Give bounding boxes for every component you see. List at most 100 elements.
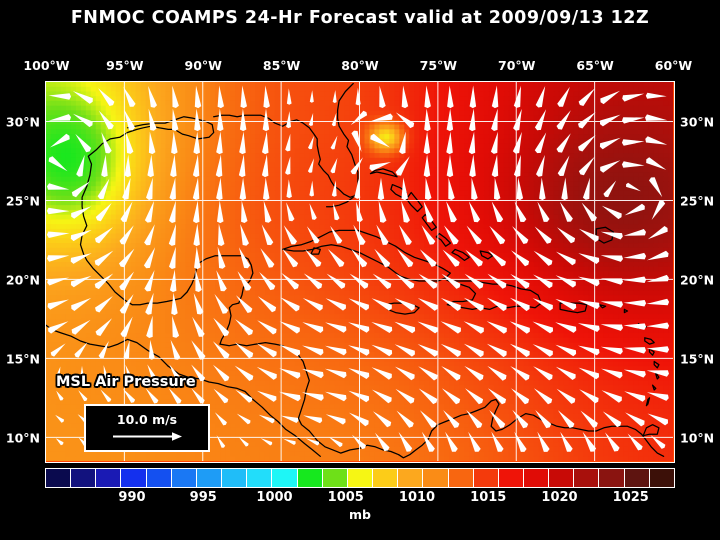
wind-vector-arrow-icon — [488, 388, 507, 405]
wind-vector-arrow-icon — [125, 131, 134, 154]
colorbar-swatch[interactable] — [347, 469, 374, 487]
colorbar-swatch[interactable] — [196, 469, 223, 487]
wind-vector-arrow-icon — [193, 200, 200, 224]
colorbar-swatch[interactable] — [398, 469, 424, 487]
wind-vector-arrow-icon — [279, 344, 301, 357]
colorbar-swatch[interactable] — [599, 469, 625, 487]
wind-vector-arrow-icon — [48, 321, 69, 334]
wind-vector-arrow-icon — [325, 345, 347, 356]
colorbar-swatch[interactable] — [247, 469, 273, 487]
colorbar-swatch[interactable] — [46, 469, 72, 487]
wind-vector-arrow-icon — [148, 85, 157, 108]
wind-vector-arrow-icon — [235, 389, 253, 403]
wind-vector-arrow-icon — [350, 157, 363, 175]
wind-vector-arrow-icon — [71, 181, 91, 198]
wind-vector-arrow-icon — [191, 340, 206, 360]
wind-vector-arrow-icon — [468, 431, 481, 452]
wind-vector-arrow-icon — [419, 249, 437, 267]
colorbar-swatch[interactable] — [96, 469, 122, 487]
wind-vector-arrow-icon — [349, 273, 369, 289]
wind-vector-arrow-icon — [487, 273, 507, 289]
colorbar-tick-label: 1025 — [612, 490, 649, 505]
wind-vector-arrow-icon — [351, 130, 362, 152]
wind-vector-arrow-icon — [401, 200, 410, 223]
wind-vector-arrow-icon — [194, 246, 201, 270]
wind-vector-arrow-icon — [237, 271, 252, 291]
wind-vector-arrow-icon — [512, 226, 529, 244]
wind-vector-arrow-icon — [305, 438, 320, 446]
wind-vector-arrow-icon — [443, 410, 460, 428]
wind-vector-arrow-icon — [557, 155, 570, 176]
colorbar-tick-label: 1000 — [256, 490, 293, 505]
wind-vector-arrow-icon — [263, 200, 272, 223]
colorbar-units-label: mb — [349, 507, 371, 522]
lon-tick-label: 90°W — [184, 58, 222, 73]
wind-vector-arrow-icon — [647, 250, 669, 261]
wind-vector-arrow-icon — [100, 389, 112, 402]
colorbar-swatch[interactable] — [373, 469, 399, 487]
wind-scale-legend: 10.0 m/s — [84, 404, 210, 452]
wind-vector-arrow-icon — [537, 201, 550, 222]
colorbar-swatch[interactable] — [171, 469, 197, 487]
wind-vector-arrow-icon — [370, 133, 390, 148]
wind-vector-arrow-icon — [374, 248, 391, 268]
wind-vector-arrow-icon — [239, 177, 247, 201]
wind-vector-arrow-icon — [144, 270, 155, 292]
wind-vector-arrow-icon — [218, 223, 225, 246]
colorbar-swatch[interactable] — [649, 469, 674, 487]
colorbar-swatch[interactable] — [448, 469, 474, 487]
wind-vector-arrow-icon — [555, 366, 576, 380]
wind-vector-arrow-icon — [71, 206, 92, 219]
wind-vector-arrow-icon — [260, 248, 275, 268]
colorbar-swatch[interactable] — [498, 469, 524, 487]
colorbar[interactable] — [45, 468, 675, 488]
wind-vector-arrow-icon — [555, 298, 577, 311]
wind-vector-arrow-icon — [192, 316, 205, 337]
colorbar-swatch[interactable] — [574, 469, 600, 487]
map-plot-area[interactable]: MSL Air Pressure 10.0 m/s — [45, 81, 675, 463]
wind-vector-arrow-icon — [395, 273, 415, 289]
wind-vector-arrow-icon — [286, 111, 291, 129]
wind-vector-arrow-icon — [147, 364, 158, 381]
wind-vector-arrow-icon — [469, 85, 477, 109]
wind-vector-arrow-icon — [532, 298, 553, 311]
wind-vector-arrow-icon — [605, 432, 620, 452]
wind-vector-arrow-icon — [423, 201, 434, 223]
colorbar-swatch[interactable] — [222, 469, 248, 487]
wind-vector-arrow-icon — [378, 200, 387, 223]
wind-vector-arrow-icon — [353, 224, 366, 245]
wind-vector-arrow-icon — [534, 226, 552, 244]
wind-vector-arrow-icon — [646, 370, 669, 377]
colorbar-container[interactable] — [45, 468, 675, 488]
colorbar-swatch[interactable] — [322, 469, 348, 487]
wind-vector-arrow-icon — [305, 249, 322, 267]
wind-vector-arrow-icon — [448, 177, 455, 200]
wind-vector-arrow-icon — [170, 339, 181, 360]
wind-vector-arrow-icon — [578, 276, 600, 287]
colorbar-swatch[interactable] — [423, 469, 449, 487]
wind-vector-arrow-icon — [46, 231, 70, 238]
colorbar-swatch[interactable] — [473, 469, 499, 487]
colorbar-swatch[interactable] — [71, 469, 97, 487]
wind-vector-arrow-icon — [263, 85, 270, 109]
wind-vector-arrow-icon — [257, 320, 277, 335]
wind-vector-arrow-icon — [283, 225, 297, 245]
colorbar-swatch[interactable] — [523, 469, 550, 487]
wind-vector-arrow-icon — [216, 177, 223, 201]
wind-vector-arrow-icon — [350, 110, 368, 125]
wind-vector-arrow-icon — [464, 273, 484, 289]
colorbar-swatch[interactable] — [146, 469, 172, 487]
wind-vector-arrow-icon — [103, 365, 109, 380]
colorbar-swatch[interactable] — [549, 469, 575, 487]
wind-vector-arrow-icon — [512, 131, 522, 154]
wind-vector-arrow-icon — [71, 319, 91, 335]
colorbar-swatch[interactable] — [121, 469, 147, 487]
wind-vector-arrow-icon — [48, 156, 68, 172]
wind-vector-arrow-icon — [95, 318, 112, 336]
wind-vector-arrow-icon — [144, 224, 155, 246]
wind-vector-arrow-icon — [168, 387, 182, 404]
colorbar-swatch[interactable] — [272, 469, 298, 487]
colorbar-tick-label: 1010 — [398, 490, 436, 505]
colorbar-swatch[interactable] — [297, 469, 323, 487]
colorbar-swatch[interactable] — [624, 469, 650, 487]
